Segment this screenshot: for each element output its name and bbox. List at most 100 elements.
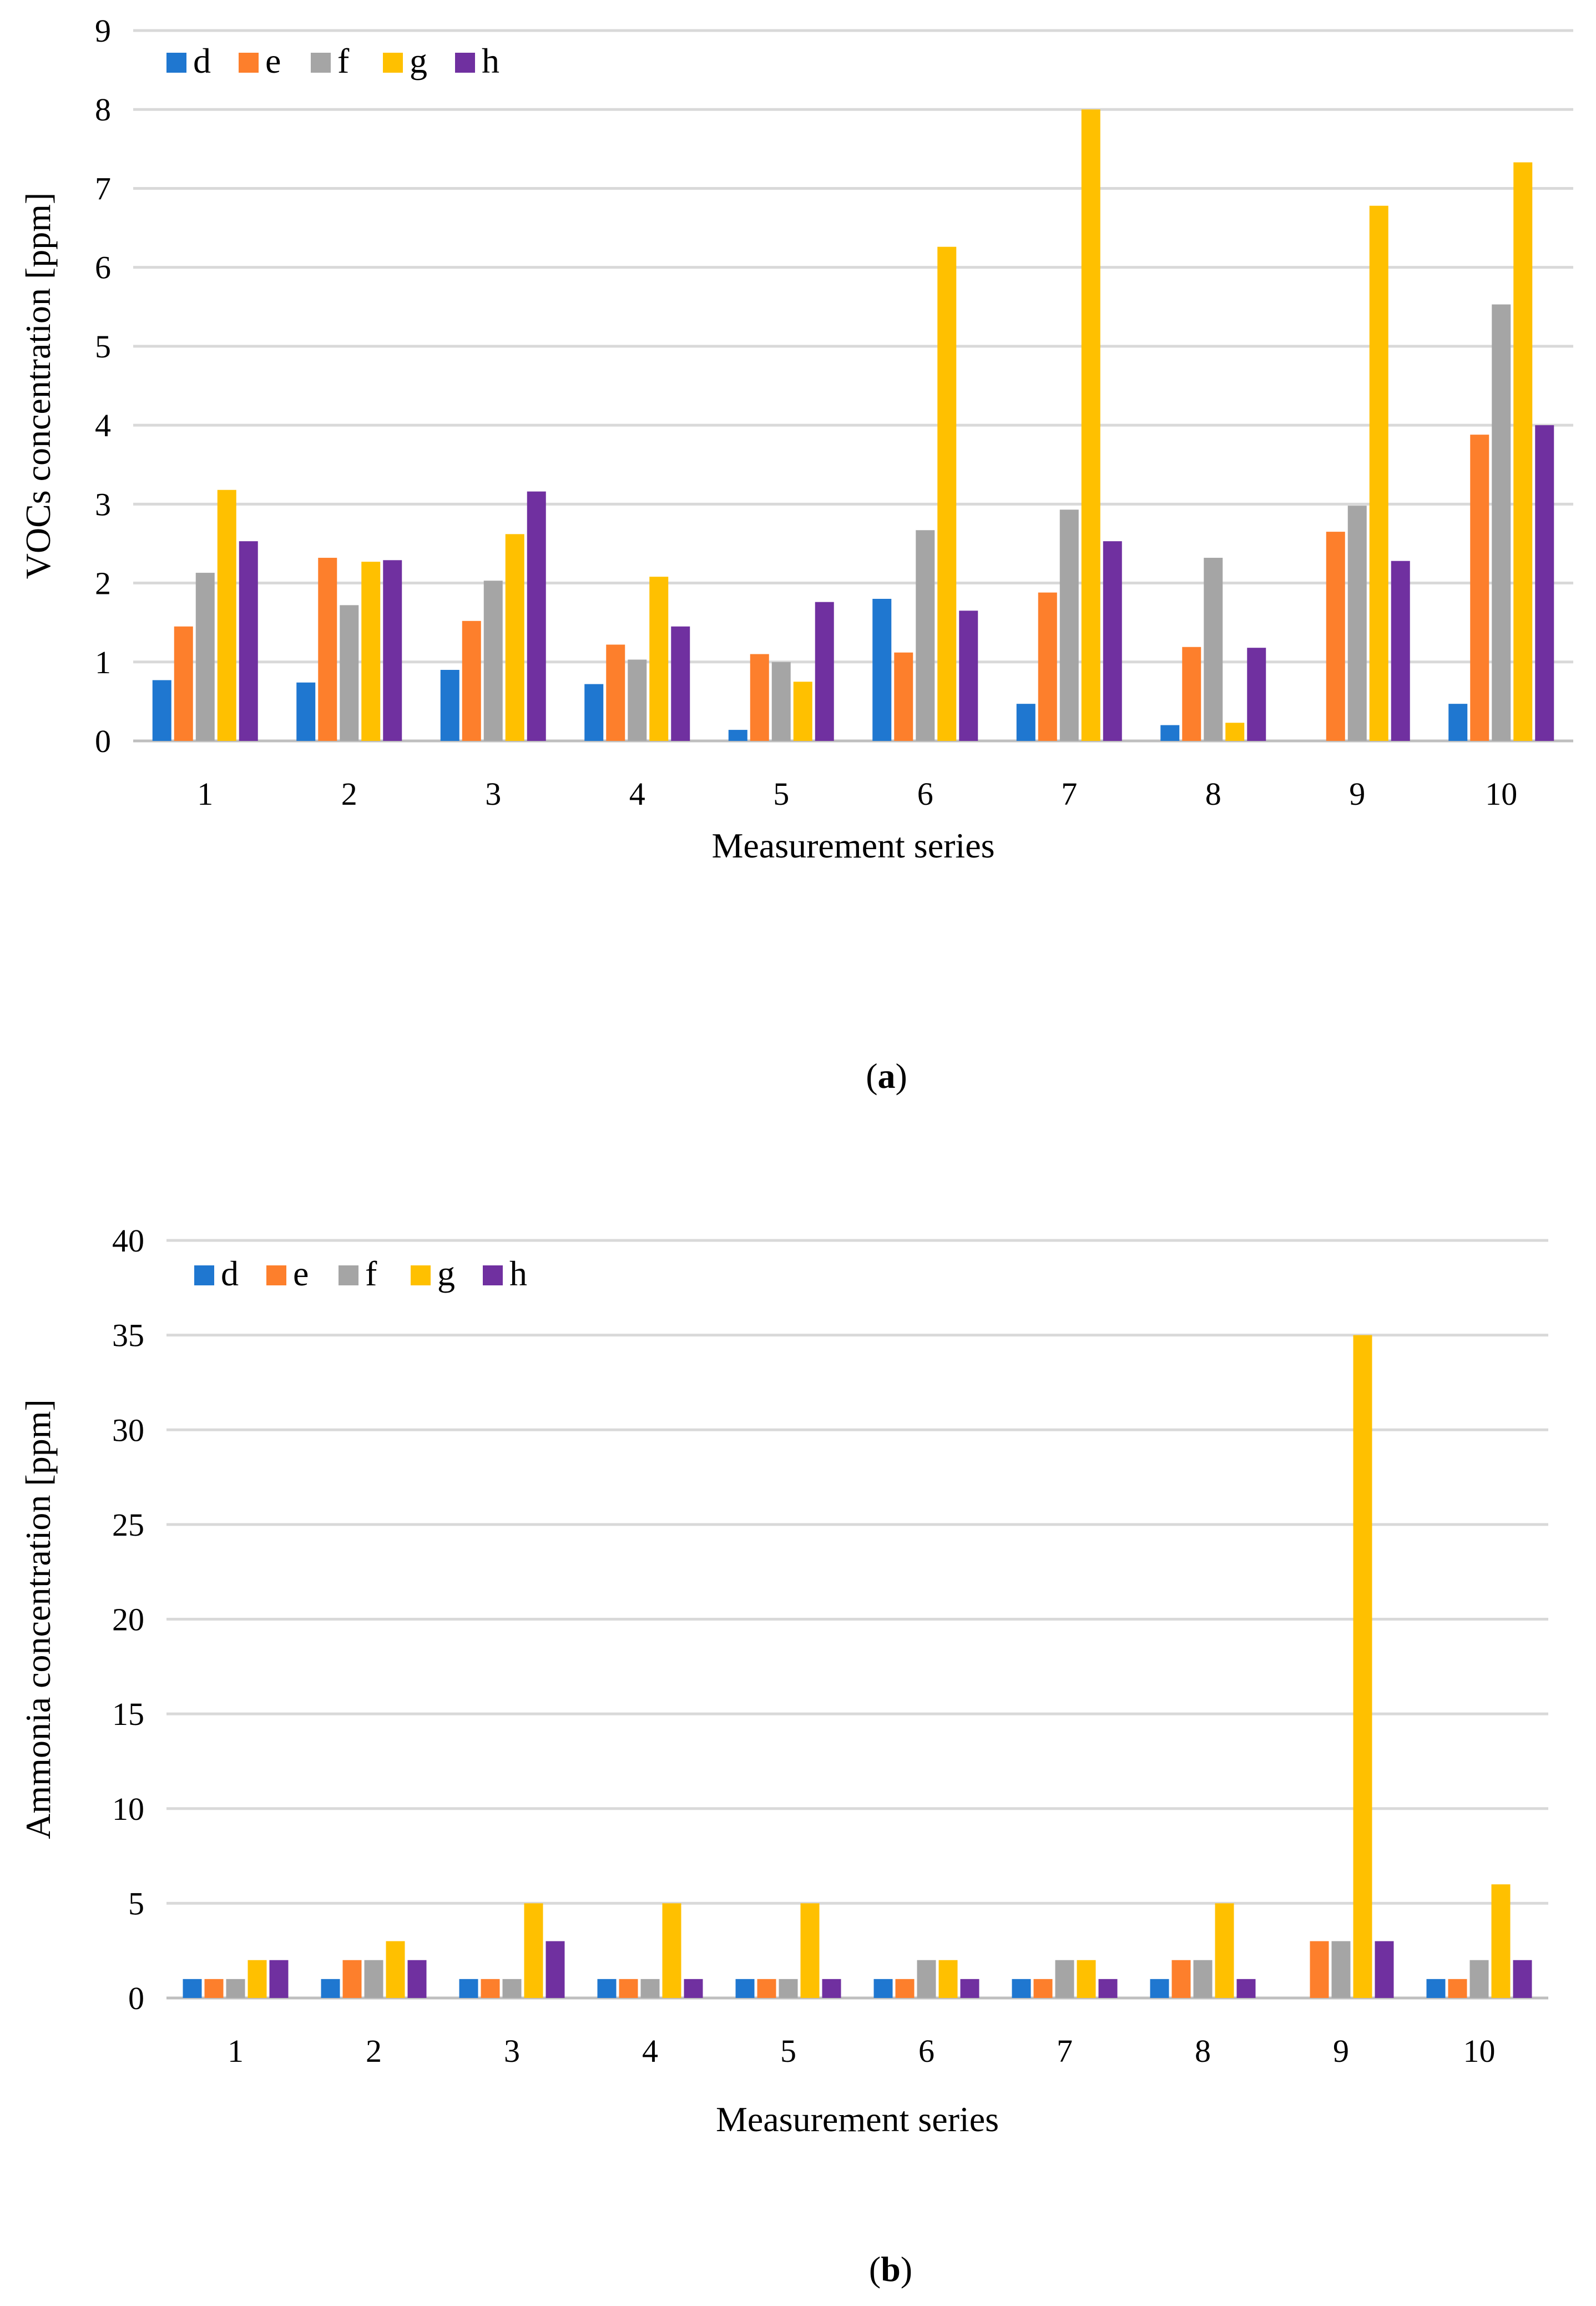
bar-d-1 [152,680,171,741]
legend-label-g: g [437,1254,455,1293]
bar-h-7 [1098,1979,1118,1998]
bar-h-1 [239,541,258,741]
bar-g-8 [1225,723,1245,741]
bar-h-4 [671,626,690,741]
caption-close: ) [901,2249,912,2289]
bar-f-8 [1193,1960,1213,1998]
legend-label-h: h [482,41,499,80]
y-tick-label: 9 [95,13,111,49]
bar-h-7 [1103,541,1122,741]
bar-e-10 [1448,1979,1467,1998]
x-tick-label: 5 [780,2033,796,2069]
bar-d-6 [872,599,892,741]
bar-e-5 [757,1979,776,1998]
bar-g-10 [1513,162,1533,741]
x-tick-label: 1 [197,776,213,812]
legend-swatch-f [311,53,331,73]
bar-g-2 [361,562,381,741]
bar-f-7 [1055,1960,1074,1998]
bar-f-3 [483,581,503,741]
bar-g-4 [649,577,669,741]
bar-d-7 [1016,704,1036,741]
bar-g-2 [386,1941,405,1998]
bar-e-2 [342,1960,362,1998]
bar-g-5 [793,682,812,741]
bar-d-3 [459,1979,478,1998]
x-tick-label: 8 [1195,2033,1211,2069]
x-tick-label: 7 [1057,2033,1073,2069]
bar-d-2 [321,1979,340,1998]
bar-g-9 [1353,1335,1372,1998]
legend-label-f: f [365,1254,377,1293]
bar-d-6 [873,1979,893,1998]
bar-h-6 [960,1979,979,1998]
bar-e-8 [1182,647,1201,741]
bar-d-3 [440,670,459,741]
y-tick-label: 5 [95,329,111,365]
bar-e-7 [1033,1979,1053,1998]
bar-e-4 [606,644,625,741]
bar-h-8 [1247,648,1266,741]
y-tick-label: 40 [112,1223,144,1259]
bar-f-8 [1204,558,1223,741]
y-tick-label: 30 [112,1412,144,1448]
bar-g-10 [1491,1884,1511,1998]
bar-f-2 [364,1960,383,1998]
bar-e-10 [1470,435,1489,741]
legend-swatch-h [455,53,475,73]
bar-e-1 [204,1979,224,1998]
legend-swatch-e [266,1265,286,1285]
bar-f-2 [340,605,359,741]
y-tick-label: 3 [95,486,111,522]
bar-e-7 [1038,592,1057,741]
caption-letter: a [878,1056,896,1096]
x-tick-label: 9 [1349,776,1365,812]
x-tick-label: 5 [773,776,789,812]
bar-d-4 [584,684,604,741]
bar-g-6 [938,1960,958,1998]
bar-h-5 [822,1979,841,1998]
voc-chart: 0 1 2 3 4 5 6 7 8 9 1 2 3 4 5 6 7 8 9 10 Measurement series V… [18,13,1573,1096]
bar-g-5 [800,1903,820,1998]
bar-d-7 [1012,1979,1031,1998]
bar-f-1 [226,1979,245,1998]
bar-e-4 [619,1979,638,1998]
bar-g-6 [937,246,957,741]
y-tick-label: 20 [112,1602,144,1638]
bar-h-8 [1236,1979,1256,1998]
y-tick-label: 35 [112,1318,144,1354]
caption-letter: b [881,2249,901,2289]
y-tick-label: 2 [95,566,111,602]
bar-f-4 [628,659,647,741]
x-tick-label: 10 [1485,776,1517,812]
bar-e-3 [462,620,481,741]
legend-swatch-e [239,53,259,73]
bar-g-7 [1081,109,1100,741]
bar-g-4 [662,1903,681,1998]
y-tick-label: 0 [128,1980,144,2016]
x-tick-label: 8 [1205,776,1221,812]
bar-f-6 [916,530,935,741]
y-tick-label: 4 [95,407,111,443]
legend-label-f: f [337,41,350,80]
bar-f-7 [1059,509,1079,741]
bar-h-9 [1391,561,1410,741]
bar-g-1 [248,1960,267,1998]
bar-d-10 [1426,1979,1446,1998]
x-axis-title: Measurement series [716,2100,999,2139]
x-tick-label: 3 [504,2033,520,2069]
bar-f-4 [640,1979,660,1998]
x-axis-title: Measurement series [711,826,994,865]
legend-label-d: d [193,41,211,80]
y-tick-label: 6 [95,250,111,286]
bar-e-6 [895,1979,915,1998]
x-tick-label: 4 [629,776,645,812]
bar-f-10 [1469,1960,1489,1998]
bar-f-3 [502,1979,522,1998]
bar-h-3 [527,491,546,741]
bar-h-2 [407,1960,427,1998]
bar-e-3 [481,1979,500,1998]
y-tick-label: 5 [128,1885,144,1921]
bar-f-10 [1492,304,1511,741]
x-tick-label: 6 [917,776,933,812]
